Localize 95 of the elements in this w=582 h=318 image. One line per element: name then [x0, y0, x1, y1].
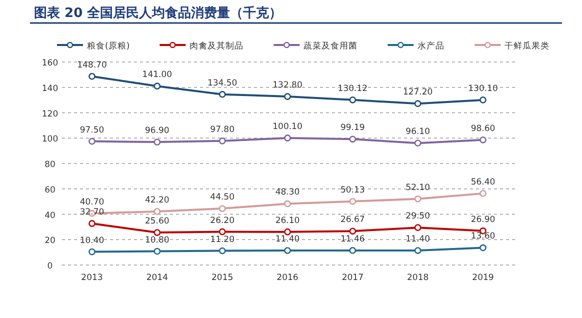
y-tick-label: 120: [42, 109, 58, 120]
data-label: 25.60: [144, 216, 170, 227]
x-tick-label: 2018: [407, 273, 429, 283]
data-label: 52.10: [406, 182, 430, 193]
legend-label: 干鲜瓜果类: [504, 40, 550, 52]
point: [284, 200, 291, 208]
y-tick-label: 100: [42, 134, 58, 145]
y-tick-label: 80: [44, 160, 56, 170]
data-label: 130.12: [338, 84, 368, 94]
data-label: 11.20: [210, 234, 235, 245]
point: [349, 247, 356, 254]
data-label: 96.10: [406, 127, 430, 138]
legend-label: 水产品: [418, 40, 445, 52]
data-label: 11.46: [340, 234, 365, 244]
point: [480, 190, 486, 197]
data-label: 132.80: [272, 80, 302, 91]
point: [284, 228, 291, 236]
data-label: 42.20: [144, 195, 170, 206]
point: [218, 247, 226, 254]
x-tick-label: 2019: [472, 273, 494, 283]
data-label: 148.70: [77, 60, 107, 70]
y-tick-label: 40: [44, 210, 56, 221]
point: [480, 96, 486, 104]
point: [414, 247, 422, 254]
point: [88, 220, 96, 227]
point: [154, 208, 161, 215]
x-tick-label: 2016: [276, 273, 298, 283]
point: [414, 195, 422, 202]
data-label: 44.50: [210, 192, 235, 203]
point: [414, 224, 422, 232]
point: [414, 140, 422, 147]
data-label: 141.00: [142, 70, 172, 80]
data-label: 134.50: [207, 78, 238, 88]
data-label: 127.20: [402, 88, 433, 98]
point: [284, 93, 291, 100]
point: [88, 248, 96, 256]
point: [414, 100, 422, 108]
data-label: 40.70: [80, 197, 104, 208]
legend-item: 干鲜瓜果类: [474, 42, 550, 52]
y-tick-label: 140: [42, 84, 58, 94]
data-label: 26.90: [470, 214, 496, 225]
point: [218, 228, 226, 236]
point: [349, 228, 356, 235]
x-tick-label: 2013: [81, 273, 103, 283]
legend-label: 蔬菜及食用菌: [304, 40, 358, 52]
point: [284, 134, 291, 142]
y-tick-label: 60: [44, 185, 56, 196]
data-label: 50.13: [340, 185, 365, 196]
point: [154, 248, 161, 255]
data-label: 11.40: [275, 234, 300, 245]
data-label: 130.10: [468, 84, 498, 94]
legend-label: 粮食(原粮): [87, 40, 130, 52]
y-tick-label: 20: [44, 236, 56, 246]
data-label: 11.40: [406, 234, 430, 245]
data-label: 26.20: [210, 216, 235, 226]
data-label: 26.10: [275, 216, 300, 226]
point: [154, 229, 161, 236]
point: [88, 138, 96, 145]
point: [480, 136, 486, 144]
data-label: 100.10: [272, 122, 302, 132]
data-label: 29.50: [406, 212, 430, 222]
point: [88, 72, 96, 80]
data-label: 97.50: [80, 125, 104, 136]
data-label: 26.67: [340, 215, 365, 226]
point: [218, 137, 226, 144]
data-label: 32.70: [80, 208, 104, 218]
title: 图表 20 全国居民人均食品消费量（千克）: [34, 6, 282, 21]
data-label: 10.80: [144, 235, 170, 246]
point: [218, 90, 226, 98]
point: [154, 82, 161, 90]
point: [218, 205, 226, 212]
data-label: 48.30: [275, 188, 300, 198]
data-label: 56.40: [470, 177, 496, 188]
legend-item: 肉禽及其制品: [160, 42, 244, 52]
legend-label: 肉禽及其制品: [190, 40, 244, 52]
point: [284, 247, 291, 254]
legend-item: 蔬菜及食用菌: [274, 42, 358, 52]
data-label: 98.60: [470, 124, 496, 134]
legend-item: 水产品: [388, 42, 445, 52]
data-label: 97.80: [210, 124, 235, 135]
point: [154, 138, 161, 146]
data-label: 10.40: [80, 236, 104, 246]
data-label: 99.19: [340, 123, 365, 134]
point: [349, 96, 356, 104]
point: [349, 198, 356, 205]
x-tick-label: 2017: [342, 273, 364, 283]
data-label: 13.60: [470, 232, 496, 242]
y-tick-label: 0: [47, 262, 53, 272]
point: [480, 244, 486, 252]
legend-item: 粮食(原粮): [57, 42, 130, 52]
point: [349, 136, 356, 143]
x-tick-label: 2014: [146, 273, 168, 283]
data-label: 96.90: [144, 126, 170, 136]
x-tick-label: 2015: [212, 273, 234, 283]
y-tick-label: 160: [42, 58, 58, 68]
